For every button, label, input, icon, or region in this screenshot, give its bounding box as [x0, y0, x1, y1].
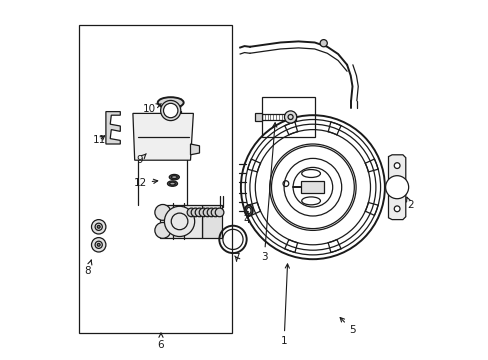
Text: 3: 3 [261, 123, 276, 262]
Circle shape [195, 208, 203, 217]
Ellipse shape [158, 97, 183, 108]
Polygon shape [106, 112, 120, 144]
Circle shape [91, 220, 106, 234]
Text: 2: 2 [406, 197, 412, 210]
Text: 4: 4 [243, 212, 249, 225]
Circle shape [155, 222, 170, 238]
Bar [301, 181, 324, 193]
Circle shape [207, 208, 215, 217]
Circle shape [215, 208, 224, 217]
Text: 6: 6 [157, 333, 164, 350]
Circle shape [155, 204, 170, 220]
Circle shape [284, 111, 296, 123]
Text: 11: 11 [92, 135, 105, 145]
Text: 1: 1 [280, 264, 289, 346]
Ellipse shape [244, 205, 252, 216]
Text: 7: 7 [233, 253, 240, 263]
Polygon shape [133, 113, 193, 160]
Circle shape [203, 208, 211, 217]
Bar [255, 113, 261, 121]
Polygon shape [190, 144, 199, 155]
Bar [261, 97, 314, 137]
Circle shape [191, 208, 200, 217]
Circle shape [393, 163, 399, 168]
Bar [79, 25, 231, 333]
Circle shape [164, 206, 194, 237]
Circle shape [393, 206, 399, 212]
Circle shape [163, 103, 178, 118]
Polygon shape [387, 155, 405, 220]
Circle shape [97, 225, 100, 228]
Circle shape [199, 208, 207, 217]
Polygon shape [202, 205, 221, 238]
Circle shape [160, 100, 181, 121]
Ellipse shape [169, 175, 179, 180]
Circle shape [211, 208, 220, 217]
Text: 10: 10 [142, 104, 161, 114]
Ellipse shape [167, 181, 177, 186]
Text: 5: 5 [340, 318, 355, 336]
Text: 8: 8 [84, 260, 92, 276]
Ellipse shape [171, 176, 177, 179]
Text: 9: 9 [137, 154, 146, 165]
Bar [160, 205, 202, 238]
Text: 12: 12 [133, 178, 158, 188]
Ellipse shape [169, 182, 175, 185]
Circle shape [187, 208, 195, 217]
Circle shape [97, 243, 100, 246]
Ellipse shape [246, 207, 250, 214]
Circle shape [385, 176, 408, 199]
Circle shape [91, 238, 106, 252]
Circle shape [320, 40, 326, 47]
